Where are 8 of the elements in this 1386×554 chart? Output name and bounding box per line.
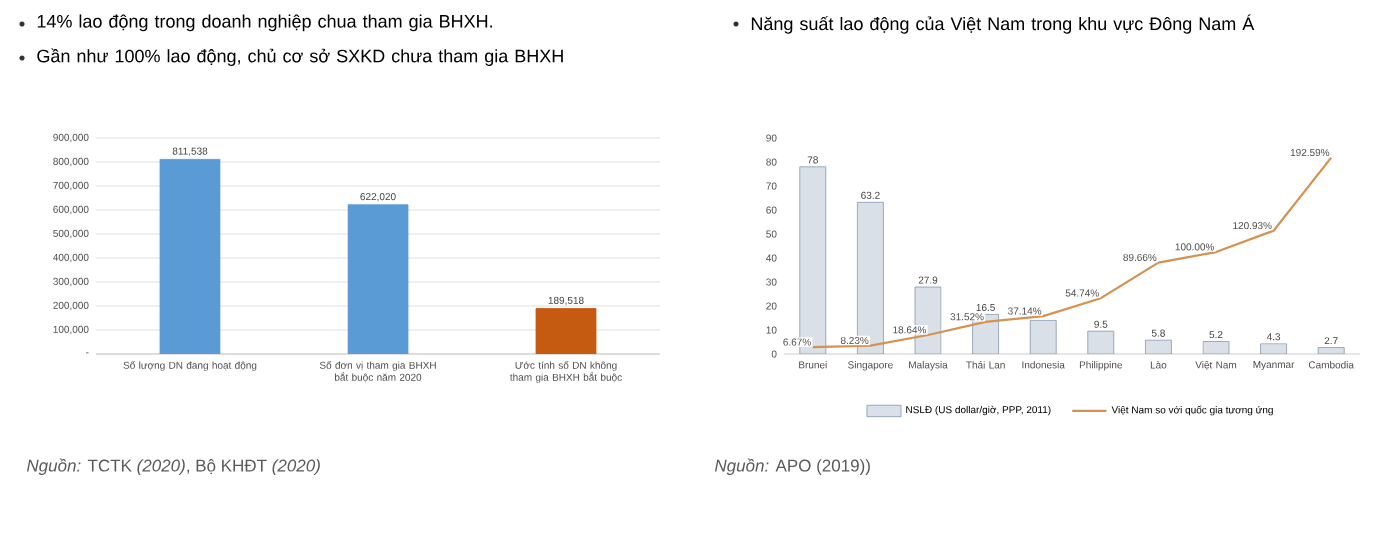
bar [1145, 339, 1172, 354]
chart-subtitle: Gần như 100% lao động, chủ cơ sở SXKD chưa tham gia BHXH [37, 48, 563, 66]
bar [347, 204, 409, 354]
chart-title: Năng suất lao động của Việt Nam trong khu vực Đông Nam Á [751, 14, 1255, 34]
text: Nguồn: APO (2019)) [714, 458, 870, 475]
text: Nguồn: TCTK (2020), Bộ KHĐT (2020) [26, 458, 320, 475]
bar [159, 158, 221, 354]
chart-title: 14% lao động trong doanh nghiệp chua tham gia BHXH. [37, 14, 492, 32]
